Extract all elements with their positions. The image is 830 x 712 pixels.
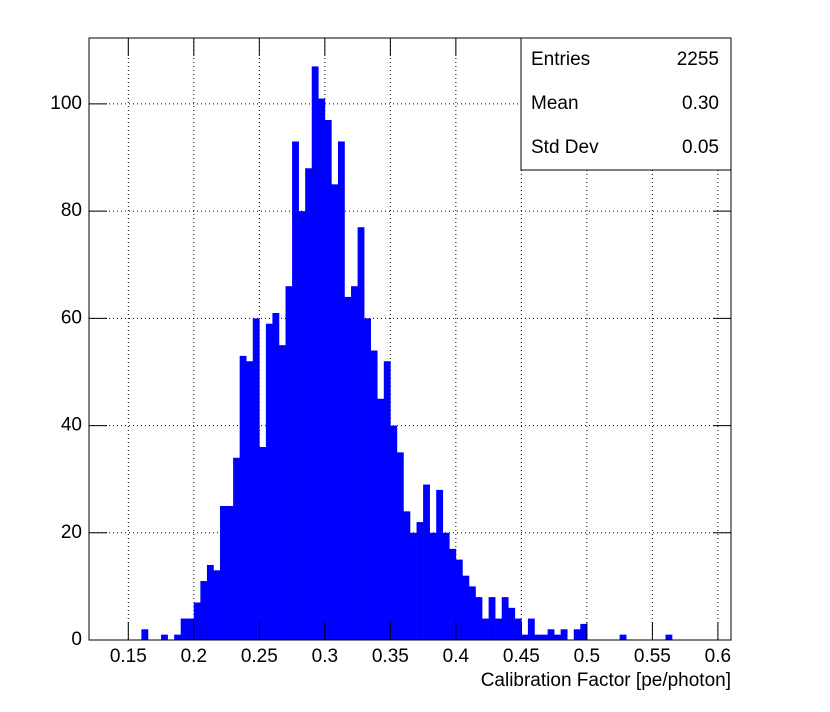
- bar: [449, 548, 457, 640]
- bar: [390, 425, 398, 640]
- bar: [665, 634, 673, 640]
- bar: [547, 629, 555, 640]
- bar: [252, 318, 260, 640]
- x-tick-label: 0.5: [574, 646, 600, 667]
- bar: [501, 597, 509, 640]
- bar: [462, 575, 470, 640]
- bar: [180, 618, 188, 640]
- bar: [410, 532, 417, 640]
- bar: [292, 141, 299, 640]
- bar: [193, 602, 201, 640]
- bar: [364, 318, 371, 640]
- bar: [239, 355, 247, 640]
- bar: [514, 618, 522, 640]
- y-tick-label: 60: [61, 307, 82, 328]
- bar: [416, 522, 424, 640]
- bar: [246, 361, 254, 640]
- y-tick-label: 0: [71, 629, 82, 650]
- x-tick-label: 0.3: [312, 646, 338, 667]
- bar: [527, 618, 535, 640]
- bar: [396, 452, 404, 640]
- bar: [370, 350, 378, 640]
- bar: [482, 618, 489, 640]
- y-tick-label: 40: [61, 415, 82, 436]
- bar: [560, 629, 568, 640]
- bar: [357, 227, 365, 640]
- y-tick-label: 80: [61, 200, 82, 221]
- bar: [436, 489, 444, 640]
- bar: [324, 120, 332, 640]
- bar: [206, 564, 214, 640]
- bar: [174, 634, 182, 640]
- x-tick-label: 0.55: [634, 646, 671, 667]
- bar: [213, 570, 221, 640]
- bar: [573, 629, 581, 640]
- x-tick-label: 0.6: [705, 646, 731, 667]
- bar: [344, 296, 352, 640]
- x-tick-label: 0.25: [241, 646, 278, 667]
- stats-label: Std Dev: [531, 137, 599, 158]
- bar: [541, 634, 548, 640]
- stats-label: Mean: [531, 93, 579, 114]
- bar: [318, 98, 326, 640]
- x-tick-label: 0.35: [372, 646, 409, 667]
- bar: [305, 168, 313, 640]
- bar: [331, 184, 339, 640]
- x-axis-label: Calibration Factor [pe/photon]: [481, 670, 731, 691]
- bar: [554, 634, 561, 640]
- stats-label: Entries: [531, 49, 590, 70]
- bar: [259, 447, 267, 640]
- y-tick-label: 100: [50, 93, 82, 114]
- bar: [403, 511, 411, 640]
- bar: [272, 313, 280, 640]
- x-tick-label: 0.2: [181, 646, 207, 667]
- stats-value: 0.30: [682, 93, 719, 114]
- bar: [187, 618, 195, 640]
- bar: [495, 618, 503, 640]
- bar: [442, 532, 450, 640]
- bar: [429, 532, 437, 640]
- bar: [285, 286, 293, 640]
- bar: [508, 607, 516, 640]
- bar: [521, 634, 529, 640]
- bar: [233, 457, 240, 640]
- x-tick-label: 0.15: [110, 646, 147, 667]
- bar: [468, 586, 476, 640]
- bar: [455, 559, 463, 640]
- bar: [161, 634, 168, 640]
- bar: [475, 597, 483, 640]
- bar: [351, 286, 358, 640]
- bar: [337, 141, 345, 640]
- bar: [534, 634, 542, 640]
- bar: [423, 484, 430, 640]
- x-tick-label: 0.4: [443, 646, 470, 667]
- y-tick-label: 20: [61, 522, 82, 543]
- bar: [377, 398, 385, 640]
- x-tick-label: 0.45: [503, 646, 540, 667]
- bar: [220, 505, 227, 640]
- stats-value: 0.05: [682, 137, 719, 158]
- bar: [278, 345, 286, 640]
- plot-frame: [88, 37, 732, 641]
- bar: [298, 211, 306, 640]
- bar: [619, 634, 627, 640]
- bar: [488, 597, 496, 640]
- bar: [226, 505, 234, 640]
- bar: [265, 323, 273, 640]
- stats-value: 2255: [677, 49, 719, 70]
- bar: [383, 361, 391, 640]
- bar: [200, 581, 208, 640]
- bar: [580, 623, 588, 640]
- bar: [141, 629, 149, 640]
- bar: [311, 66, 319, 641]
- stats-box: [520, 37, 732, 171]
